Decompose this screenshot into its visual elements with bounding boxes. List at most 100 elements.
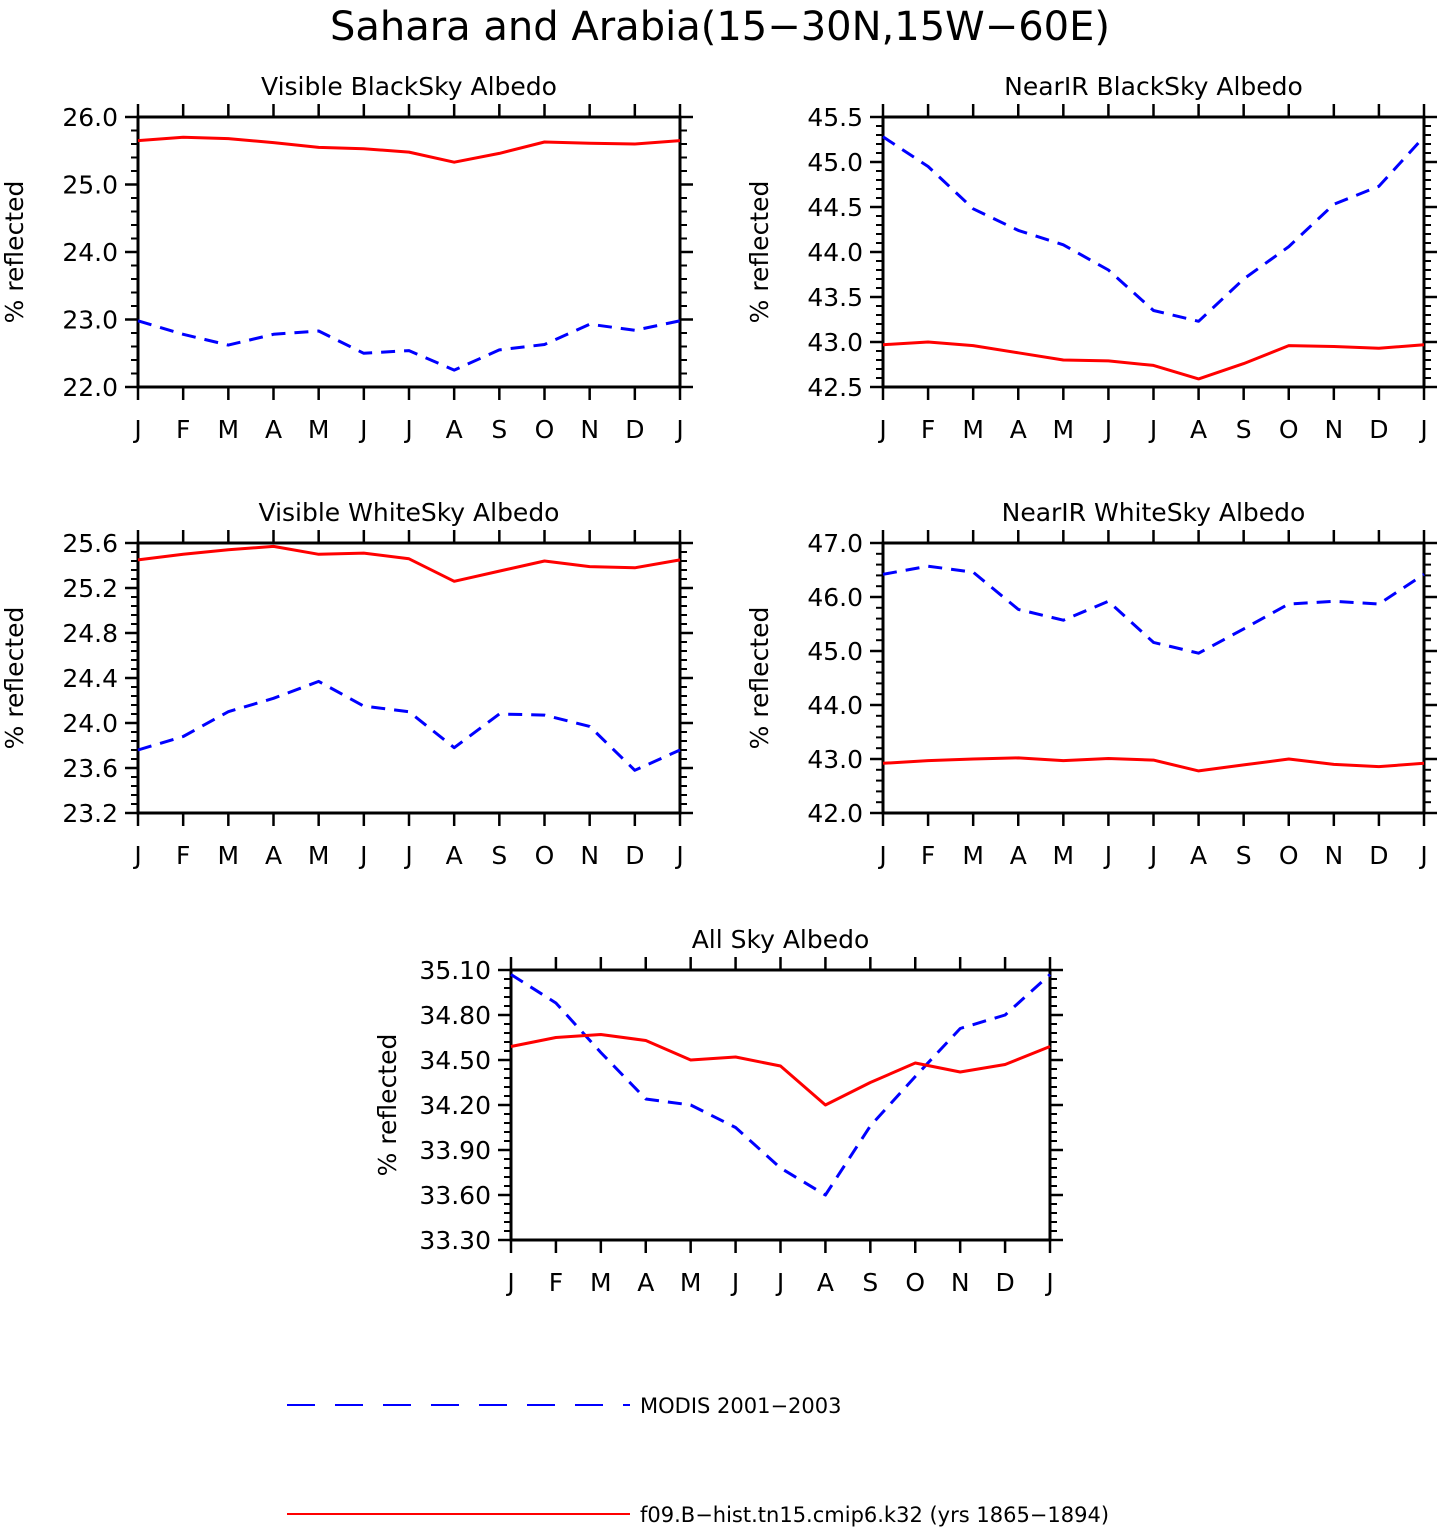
x-tick-label: S (1236, 415, 1252, 444)
y-tick-label: 24.0 (62, 238, 118, 267)
model-series-line (137, 544, 681, 583)
x-tick-label: J (674, 841, 683, 870)
x-tick-label: J (730, 1268, 739, 1297)
x-tick-label: J (877, 415, 886, 444)
y-tick-label: 35.10 (419, 956, 491, 985)
x-tick-label: O (1279, 841, 1299, 870)
y-tick-label: 23.0 (62, 306, 118, 335)
y-tick-label: 33.90 (419, 1136, 491, 1165)
x-tick-label: M (308, 841, 330, 870)
y-tick-label: 45.0 (807, 148, 863, 177)
legend-label: f09.B−hist.tn15.cmip6.k32 (yrs 1865−1894… (640, 1503, 1109, 1527)
x-tick-label: J (877, 841, 886, 870)
x-tick-label: N (951, 1268, 970, 1297)
x-tick-label: J (1103, 841, 1112, 870)
x-tick-label: N (1324, 841, 1343, 870)
x-tick-label: F (176, 841, 190, 870)
x-tick-label: O (535, 841, 555, 870)
x-tick-label: A (446, 415, 463, 444)
y-tick-label: 44.5 (807, 193, 863, 222)
x-tick-label: N (580, 415, 599, 444)
y-axis-label: % reflected (0, 181, 29, 324)
x-tick-label: M (1053, 841, 1075, 870)
y-tick-label: 44.0 (807, 238, 863, 267)
y-tick-label: 24.8 (62, 619, 118, 648)
x-tick-label: J (1044, 1268, 1053, 1297)
x-tick-label: J (674, 415, 683, 444)
y-tick-label: 24.4 (62, 664, 118, 693)
panel-title: NearIR WhiteSky Albedo (1002, 498, 1306, 527)
x-tick-label: J (1418, 415, 1427, 444)
plot-frame (136, 541, 682, 815)
x-tick-label: J (132, 415, 141, 444)
panel-title: Visible BlackSky Albedo (261, 72, 557, 101)
x-tick-label: D (1369, 841, 1388, 870)
y-tick-label: 33.30 (419, 1226, 491, 1255)
panel-title: All Sky Albedo (692, 925, 870, 954)
x-tick-label: S (1236, 841, 1252, 870)
figure-title: Sahara and Arabia(15−30N,15W−60E) (330, 4, 1110, 50)
x-tick-label: M (590, 1268, 612, 1297)
model-series-line (137, 135, 681, 164)
y-tick-label: 42.0 (807, 799, 863, 828)
x-tick-label: M (962, 415, 984, 444)
x-tick-label: A (265, 841, 282, 870)
x-tick-label: A (817, 1268, 834, 1297)
y-tick-label: 44.0 (807, 691, 863, 720)
x-tick-label: J (403, 415, 412, 444)
x-tick-label: O (1279, 415, 1299, 444)
y-tick-label: 26.0 (62, 103, 118, 132)
x-tick-label: O (905, 1268, 925, 1297)
x-tick-label: S (862, 1268, 878, 1297)
x-tick-label: M (308, 415, 330, 444)
x-tick-label: J (358, 841, 367, 870)
x-tick-label: D (625, 841, 644, 870)
model-series-line (882, 340, 1425, 381)
x-tick-label: F (176, 415, 190, 444)
y-axis-label: % reflected (745, 181, 774, 324)
x-tick-label: M (218, 415, 240, 444)
x-tick-label: F (921, 415, 935, 444)
x-tick-label: D (625, 415, 644, 444)
panel-title: Visible WhiteSky Albedo (259, 498, 560, 527)
plot-frame (509, 968, 1052, 1242)
y-tick-label: 23.6 (62, 754, 118, 783)
x-tick-label: J (1418, 841, 1427, 870)
y-tick-label: 33.60 (419, 1181, 491, 1210)
y-tick-label: 34.20 (419, 1091, 491, 1120)
x-tick-label: S (491, 415, 507, 444)
x-tick-label: M (680, 1268, 702, 1297)
y-tick-label: 46.0 (807, 583, 863, 612)
x-tick-label: A (265, 415, 282, 444)
x-tick-label: A (1190, 841, 1207, 870)
x-tick-label: A (637, 1268, 654, 1297)
x-tick-label: J (775, 1268, 784, 1297)
y-tick-label: 25.2 (62, 574, 118, 603)
x-tick-label: M (218, 841, 240, 870)
modis-series-line (510, 973, 1052, 1197)
x-tick-label: D (995, 1268, 1014, 1297)
x-tick-label: M (962, 841, 984, 870)
x-tick-label: A (446, 841, 463, 870)
x-tick-label: A (1010, 841, 1027, 870)
y-tick-label: 47.0 (807, 529, 863, 558)
x-tick-label: J (1148, 841, 1157, 870)
y-tick-label: 43.5 (807, 283, 863, 312)
x-tick-label: J (1148, 415, 1157, 444)
x-tick-label: J (358, 415, 367, 444)
y-tick-label: 23.2 (62, 799, 118, 828)
y-tick-label: 43.0 (807, 328, 863, 357)
x-tick-label: J (403, 841, 412, 870)
y-tick-label: 34.80 (419, 1001, 491, 1030)
x-tick-label: N (580, 841, 599, 870)
x-tick-label: J (132, 841, 141, 870)
model-series-line (510, 1033, 1051, 1107)
x-tick-label: S (491, 841, 507, 870)
